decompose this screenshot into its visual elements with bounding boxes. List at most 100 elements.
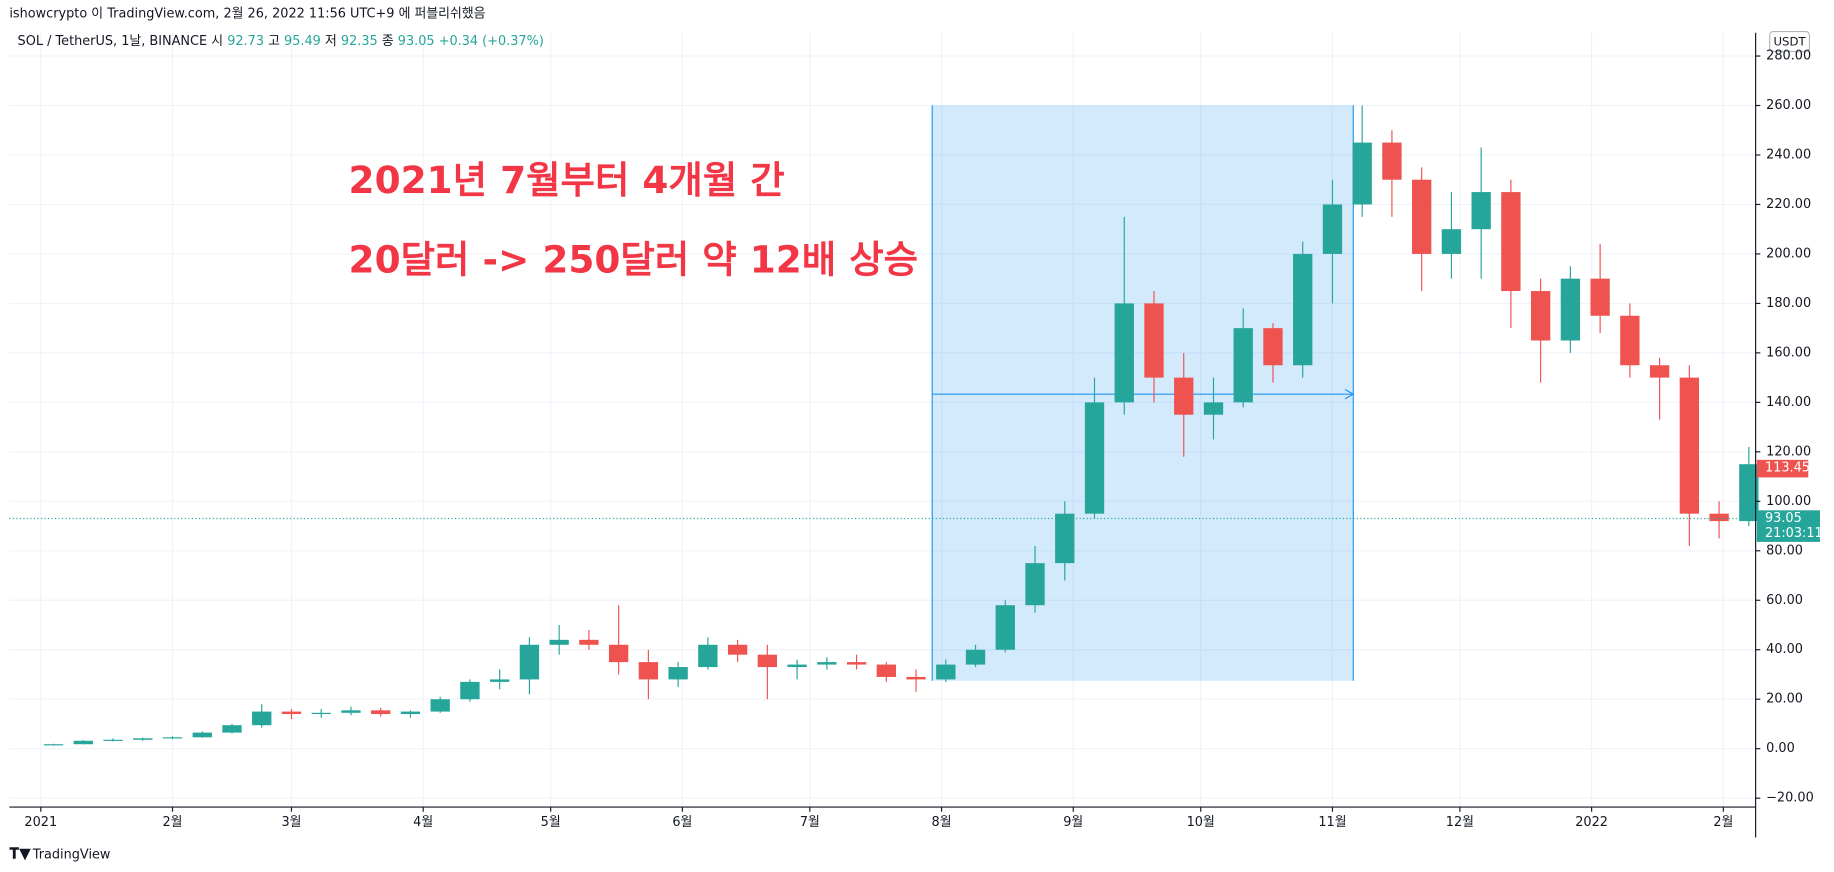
y-tick-label: 100.00 [1766, 494, 1811, 509]
candle-body [73, 740, 93, 745]
y-tick-label: 80.00 [1766, 543, 1803, 558]
y-tick-label: 120.00 [1766, 444, 1811, 459]
candle-body [133, 738, 153, 740]
candle-body [846, 662, 867, 665]
candle-body [876, 664, 896, 677]
x-tick-label: 7월 [800, 815, 820, 830]
candle-body [341, 710, 361, 713]
x-tick-label: 8월 [932, 815, 952, 830]
currency[interactable]: USDT [1773, 35, 1806, 49]
y-tick-label: 280.00 [1766, 49, 1811, 64]
x-tick-label: 2022 [1575, 815, 1608, 830]
candle-body [1560, 278, 1581, 341]
candle-body [1412, 179, 1432, 254]
candle-body [371, 710, 391, 715]
y-tick-label: 200.00 [1766, 246, 1811, 261]
last-price-label: 113.45 [1765, 461, 1810, 476]
candle-body [638, 662, 659, 680]
candle-body [698, 644, 718, 668]
legend-item: 93.05 [398, 33, 435, 48]
candle-body [281, 711, 302, 715]
candles [43, 105, 1759, 746]
y-tick-label: 140.00 [1766, 395, 1811, 410]
x-tick-label: 12월 [1446, 815, 1474, 830]
candle-body [43, 744, 64, 746]
legend-item: 92.73 [227, 33, 264, 48]
candle-body [668, 667, 688, 680]
legend-item: 종 [382, 33, 394, 48]
y-tick-label: 220.00 [1766, 197, 1811, 212]
x-tick-label: 2021 [24, 815, 57, 830]
y-tick-label: 260.00 [1766, 98, 1811, 113]
x-tick-label: 6월 [672, 815, 692, 830]
legend-item: 저 [325, 33, 337, 48]
candle-body [906, 676, 926, 680]
candle-body [1709, 513, 1729, 522]
grid [9, 32, 1756, 808]
candle-body [519, 644, 540, 680]
last-price-tag [1756, 459, 1809, 478]
candle-body [1263, 328, 1283, 366]
candle-body [1233, 328, 1253, 403]
candle-body [787, 664, 807, 668]
y-tick-label: 60.00 [1766, 593, 1803, 608]
x-tick-label: 10월 [1187, 815, 1215, 830]
x-tick-label: 3월 [281, 815, 301, 830]
x-tick-label: 5월 [541, 815, 561, 830]
candle-body [936, 664, 956, 680]
legend-item: 시 [211, 33, 223, 48]
candle-body [1590, 278, 1610, 316]
candle-body [1382, 142, 1402, 180]
candle-body [490, 679, 510, 682]
candle-body [1620, 315, 1640, 366]
range-arrowhead [1344, 388, 1355, 400]
candle-body [1144, 303, 1164, 378]
x-tick-label: 2월 [1713, 815, 1733, 830]
countdown: 21:03:11 [1765, 526, 1823, 541]
candle-body [162, 737, 183, 739]
x-tick-label: 4월 [413, 815, 433, 830]
candle-body [192, 732, 212, 738]
x-tick-label: 9월 [1063, 815, 1083, 830]
candle-body [1679, 377, 1700, 514]
candle-body [1203, 402, 1224, 415]
candle-body [103, 739, 123, 741]
candle-body [995, 605, 1015, 650]
candle-body [965, 649, 986, 665]
y-tick-label: −20.00 [1766, 791, 1814, 806]
x-tick-label: 11월 [1318, 815, 1346, 830]
candle-body [252, 711, 272, 726]
candle-body [400, 711, 421, 715]
x-tick-label: 2월 [163, 815, 183, 830]
y-tick-label: 180.00 [1766, 296, 1811, 311]
y-tick-label: 160.00 [1766, 345, 1811, 360]
candle-body [1501, 192, 1521, 292]
annotation: 20달러 -> 250달러 약 12배 상승 [349, 238, 918, 282]
candle-body [1441, 229, 1462, 254]
y-tick-label: 240.00 [1766, 147, 1811, 162]
y-tick-label: 20.00 [1766, 692, 1803, 707]
current-price-tag [1756, 510, 1820, 542]
candle-body [1293, 253, 1313, 366]
legend-item: SOL / TetherUS, 1날, BINANCE [18, 33, 208, 48]
legend-item: 95.49 [284, 33, 321, 48]
candle-body [757, 654, 778, 668]
annotation: 2021년 7월부터 4개월 간 [349, 158, 785, 202]
candle-body [608, 644, 629, 663]
header: ishowcrypto 이 TradingView.com, 2월 26, 20… [9, 6, 485, 22]
candle-body [1114, 303, 1134, 403]
candle-body [222, 725, 242, 733]
currency-badge[interactable] [1769, 31, 1811, 53]
candle-body [1471, 192, 1491, 230]
candle-body [1055, 513, 1075, 564]
candle-body [727, 644, 748, 655]
candle-body [817, 662, 837, 665]
candle-body [1025, 563, 1045, 606]
date-range-box [932, 105, 1354, 681]
candle-body [460, 681, 480, 700]
footer: TradingView [32, 848, 111, 863]
candle-body [1352, 142, 1372, 205]
